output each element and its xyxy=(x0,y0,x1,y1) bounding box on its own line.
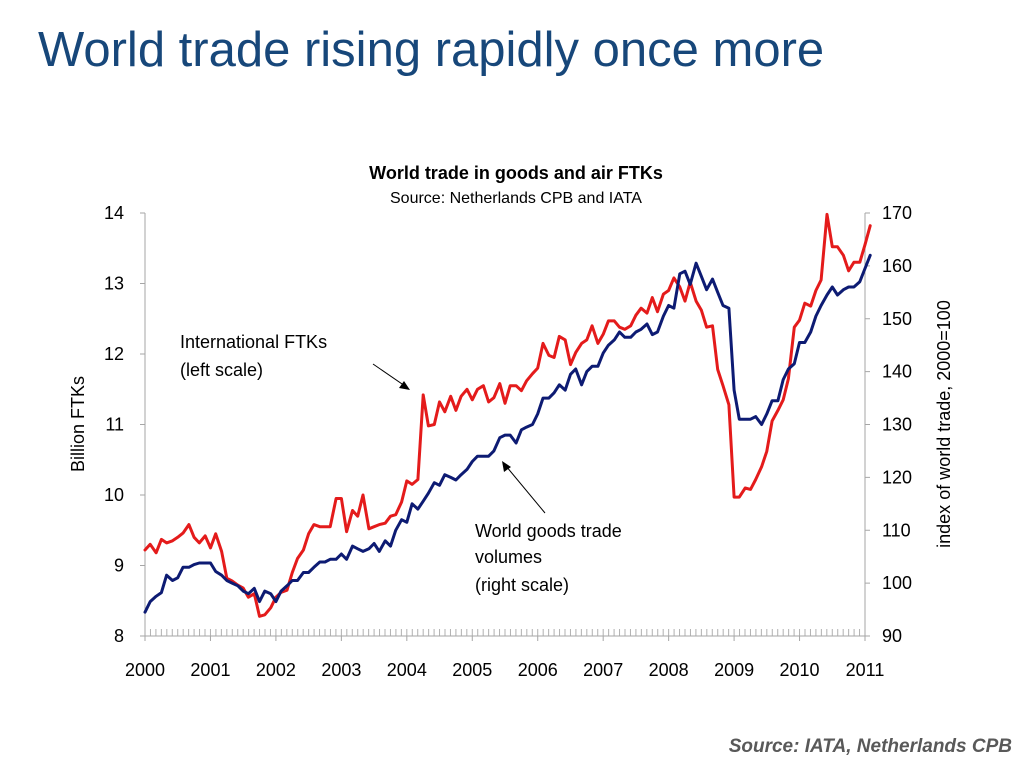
x-axis-ticks: 2000 2001 2002 2003 2004 2005 2006 2007 2008 2009… xyxy=(125,636,884,680)
left-axis-tick-label: 12 xyxy=(104,344,124,364)
right-axis-label: index of world trade, 2000=100 xyxy=(934,300,954,548)
left-axis-tick-label: 13 xyxy=(104,274,124,294)
left-axis-tick-label: 8 xyxy=(114,626,124,646)
right-axis-ticks: 90 100 110 120 130 140 150 160 170 xyxy=(865,203,912,646)
left-axis-label: Billion FTKs xyxy=(68,376,88,472)
right-axis-tick-label: 130 xyxy=(882,415,912,435)
series-line-international-ftks xyxy=(143,212,872,618)
x-axis-tick-label: 2009 xyxy=(714,660,754,680)
chart-title: World trade in goods and air FTKs xyxy=(369,163,663,183)
right-axis-tick-label: 100 xyxy=(882,573,912,593)
right-axis-tick-label: 170 xyxy=(882,203,912,223)
chart-subtitle: Source: Netherlands CPB and IATA xyxy=(390,190,642,207)
x-axis-tick-label: 2007 xyxy=(583,660,623,680)
annotation-trade-line-3: (right scale) xyxy=(475,575,569,595)
x-axis-tick-label: 2002 xyxy=(256,660,296,680)
annotation-ftk-line-1: International FTKs xyxy=(180,332,327,352)
left-axis-tick-label: 9 xyxy=(114,556,124,576)
annotation-trade-arrowhead xyxy=(502,461,511,472)
right-axis-tick-label: 150 xyxy=(882,309,912,329)
right-axis-tick-label: 90 xyxy=(882,626,902,646)
annotation-trade-line-2: volumes xyxy=(475,547,542,567)
left-axis-tick-label: 11 xyxy=(105,415,124,435)
annotation-trade-line-1: World goods trade xyxy=(475,521,622,541)
right-axis-tick-label: 160 xyxy=(882,256,912,276)
slide-title: World trade rising rapidly once more xyxy=(38,23,825,77)
x-axis-tick-label: 2001 xyxy=(190,660,230,680)
right-axis-tick-label: 140 xyxy=(882,362,912,382)
x-axis-tick-label: 2010 xyxy=(780,660,820,680)
annotation-ftk-arrow xyxy=(372,363,406,387)
source-note: Source: IATA, Netherlands CPB xyxy=(728,736,1012,757)
right-axis-tick-label: 110 xyxy=(882,520,911,540)
x-axis-minor-ticks xyxy=(144,629,866,636)
x-axis-tick-label: 2004 xyxy=(387,660,427,680)
x-axis-tick-label: 2008 xyxy=(649,660,689,680)
x-axis-tick-label: 2000 xyxy=(125,660,165,680)
annotation-ftk-line-2: (left scale) xyxy=(180,360,263,380)
annotation-ftk-arrowhead xyxy=(399,381,410,390)
annotation-ftk: International FTKs (left scale) xyxy=(180,332,332,380)
left-axis-tick-label: 10 xyxy=(104,485,124,505)
x-axis-tick-label: 2006 xyxy=(518,660,558,680)
x-axis-tick-label: 2011 xyxy=(846,660,885,680)
left-axis-ticks: 8 9 10 11 12 13 14 xyxy=(104,203,145,646)
x-axis-tick-label: 2005 xyxy=(452,660,492,680)
right-axis-tick-label: 120 xyxy=(882,467,912,487)
x-axis-tick-label: 2003 xyxy=(321,660,361,680)
left-axis-tick-label: 14 xyxy=(104,203,124,223)
series-line-world-goods-trade xyxy=(143,253,872,614)
annotation-trade-arrow xyxy=(505,465,546,514)
annotation-trade: World goods trade volumes (right scale) xyxy=(475,521,627,595)
